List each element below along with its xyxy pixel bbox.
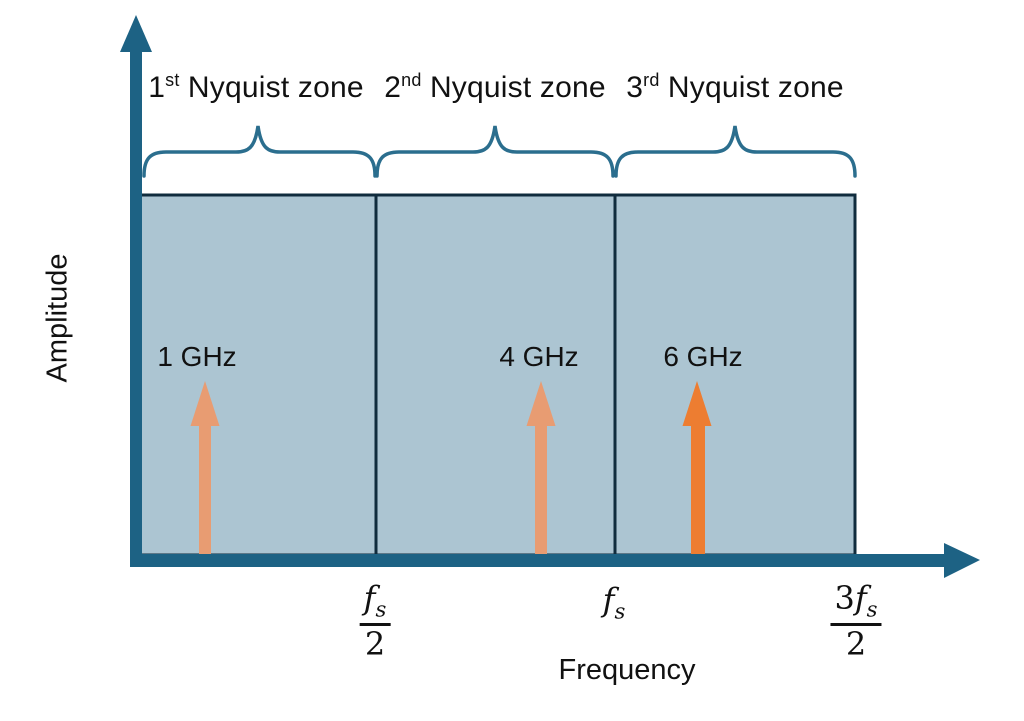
zone-box-1 — [134, 193, 378, 557]
signal-arrow-1ghz — [190, 381, 220, 554]
signal-arrow-6ghz — [682, 381, 712, 554]
signal-label-4ghz: 4 GHz — [499, 341, 579, 372]
zone-name: Nyquist zone — [667, 71, 844, 104]
signal-label-1ghz: 1 GHz — [157, 341, 237, 372]
tick-label-3fs-over-2: 3fs 2 — [830, 579, 882, 663]
signal-label-6ghz: 6 GHz — [663, 341, 743, 372]
signal-arrow-4ghz — [526, 381, 556, 554]
tick-subscript: s — [866, 596, 878, 622]
zone-number: 1 — [148, 71, 166, 104]
tick-label-fs: fs — [603, 584, 626, 622]
x-axis-line — [130, 554, 945, 567]
tick-subscript: s — [375, 596, 387, 622]
x-axis-arrowhead — [944, 543, 980, 578]
y-axis-arrowhead — [120, 15, 152, 52]
y-axis-line — [130, 44, 142, 567]
zone-label-2nd: 2nd Nyquist zone — [384, 70, 606, 105]
brace-zone-1 — [142, 125, 377, 178]
tick-denominator: 2 — [364, 624, 386, 663]
zone-number: 2 — [384, 71, 402, 104]
tick-denominator: 2 — [845, 624, 867, 663]
x-axis-label: Frequency — [558, 654, 696, 686]
tick-label-fs-over-2: fs 2 — [359, 579, 391, 663]
zone-name: Nyquist zone — [429, 71, 606, 104]
zone-ordinal: rd — [643, 70, 660, 90]
brace-zone-3 — [614, 125, 857, 178]
tick-symbol: f — [363, 579, 376, 617]
tick-symbol: f — [854, 579, 867, 617]
tick-coefficient: 3 — [834, 579, 855, 617]
zone-box-3 — [613, 193, 857, 557]
zone-name: Nyquist zone — [187, 71, 364, 104]
zone-box-2 — [374, 193, 617, 557]
zone-ordinal: st — [165, 70, 180, 90]
y-axis-label: Amplitude — [41, 253, 74, 383]
fraction-bar — [359, 622, 391, 626]
zone-label-3rd: 3rd Nyquist zone — [626, 70, 844, 105]
fraction-bar — [830, 622, 882, 626]
tick-subscript: s — [614, 598, 626, 624]
zone-ordinal: nd — [401, 70, 422, 90]
brace-zone-2 — [375, 125, 615, 178]
zone-label-1st: 1st Nyquist zone — [148, 70, 364, 105]
zone-number: 3 — [626, 71, 644, 104]
tick-symbol: f — [602, 581, 615, 619]
